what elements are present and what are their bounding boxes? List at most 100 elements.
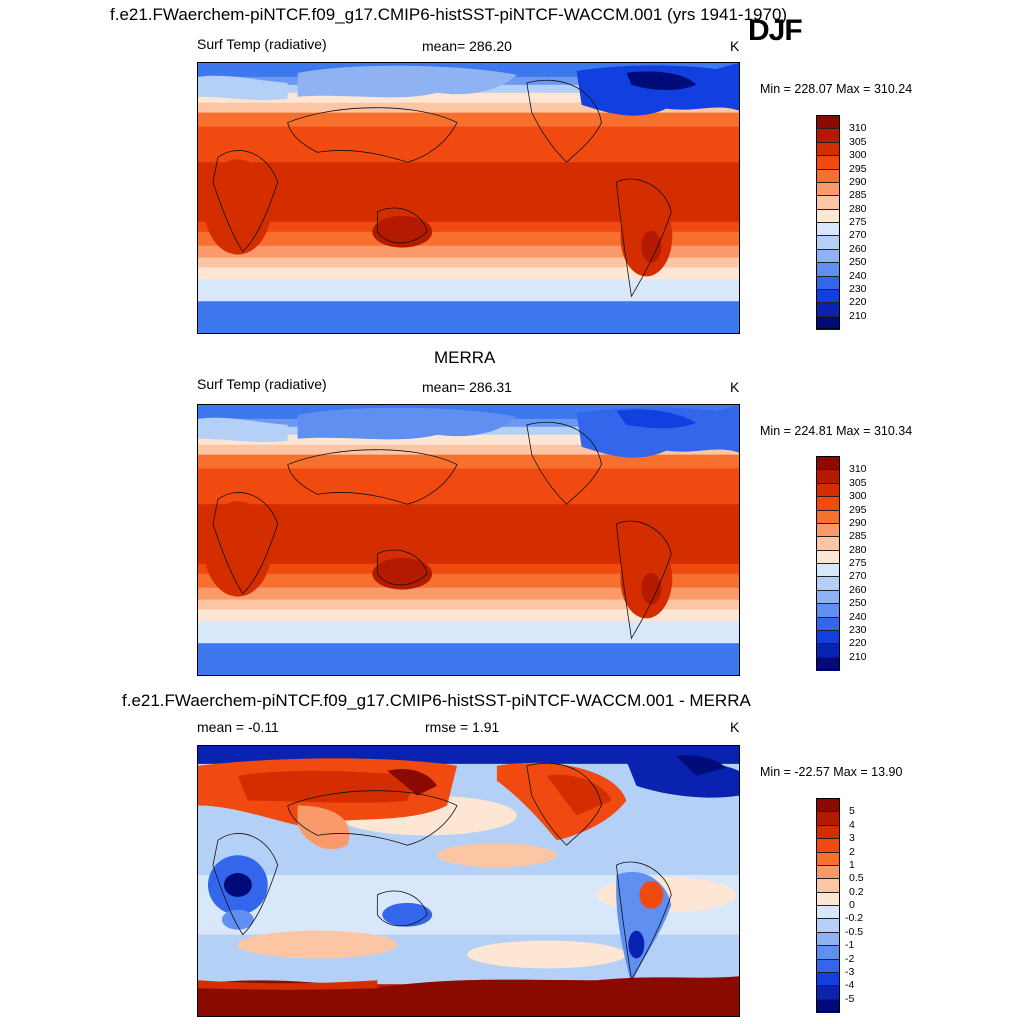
- colorbar-tick-label: 250: [849, 256, 867, 269]
- colorbar-swatch: [816, 931, 840, 947]
- panel1-minmax: Min = 228.07 Max = 310.24: [760, 82, 913, 96]
- colorbar-tick-label: 260: [849, 583, 867, 596]
- panel3-map-field: [198, 746, 739, 1016]
- colorbar-swatch: [816, 248, 840, 264]
- colorbar-tick-label: 250: [849, 597, 867, 610]
- season-label: DJF: [748, 14, 803, 47]
- colorbar-tick-label: 210: [849, 650, 867, 663]
- colorbar-swatch: [816, 643, 840, 658]
- colorbar-swatch: [816, 522, 840, 538]
- colorbar-swatch: [816, 864, 840, 880]
- colorbar-swatch: [816, 195, 840, 210]
- colorbar-tick-label: 300: [849, 149, 867, 162]
- colorbar-tick-label: 210: [849, 309, 867, 322]
- colorbar-swatch: [816, 945, 840, 960]
- colorbar-swatch: [816, 549, 840, 564]
- colorbar-tick-label: 290: [849, 516, 867, 529]
- colorbar-tick-label: -2: [845, 952, 855, 965]
- colorbar-swatch: [816, 141, 840, 157]
- colorbar-swatch: [816, 509, 840, 524]
- colorbar-tick-label: -5: [845, 992, 855, 1005]
- colorbar-tick-label: 280: [849, 202, 867, 215]
- colorbar-tick-label: 305: [849, 135, 867, 148]
- colorbar-swatch: [816, 891, 840, 906]
- colorbar-swatch: [816, 456, 840, 471]
- colorbar-tick-label: 0.2: [849, 885, 864, 898]
- colorbar-tick-label: 285: [849, 189, 867, 202]
- colorbar-swatch: [816, 958, 840, 973]
- colorbar-tick-label: 0: [849, 899, 855, 911]
- colorbar-tick-label: -3: [845, 965, 855, 978]
- colorbar-tick-label: 285: [849, 530, 867, 543]
- panel3-minmax: Min = -22.57 Max = 13.90: [760, 765, 903, 779]
- colorbar-tick-label: 230: [849, 282, 867, 295]
- colorbar-swatch: [816, 208, 840, 223]
- colorbar-swatch: [816, 905, 840, 920]
- colorbar-tick-label: -0.2: [845, 912, 864, 925]
- colorbar-tick-label: 5: [849, 805, 855, 818]
- colorbar-swatch: [816, 181, 840, 197]
- colorbar-swatch: [816, 315, 840, 330]
- colorbar-swatch: [816, 589, 840, 605]
- colorbar-tick-label: 220: [849, 296, 867, 309]
- panel2-colorbar: [816, 456, 840, 671]
- colorbar-swatch: [816, 168, 840, 183]
- colorbar-swatch: [816, 824, 840, 840]
- colorbar-swatch: [816, 998, 840, 1013]
- colorbar-tick-label: -0.5: [845, 925, 864, 938]
- colorbar-swatch: [816, 851, 840, 866]
- panel1-map-field: [198, 63, 739, 333]
- colorbar-tick-label: 275: [849, 557, 867, 569]
- panel1-title: f.e21.FWaerchem-piNTCF.f09_g17.CMIP6-his…: [110, 5, 788, 24]
- panel2-map-field: [198, 405, 739, 675]
- colorbar-tick-label: -1: [845, 939, 855, 952]
- colorbar-swatch: [816, 985, 840, 1000]
- colorbar-tick-label: 260: [849, 242, 867, 255]
- panel1-variable: Surf Temp (radiative): [197, 36, 327, 52]
- panel1-units: K: [730, 38, 740, 54]
- colorbar-swatch: [816, 222, 840, 237]
- colorbar-swatch: [816, 482, 840, 498]
- colorbar-tick-label: 240: [849, 610, 867, 623]
- panel1-mean: mean= 286.20: [422, 38, 512, 54]
- colorbar-swatch: [816, 536, 840, 551]
- colorbar-tick-label: 310: [849, 122, 867, 135]
- colorbar-swatch: [816, 576, 840, 591]
- colorbar-tick-label: 2: [849, 845, 855, 858]
- colorbar-swatch: [816, 971, 840, 987]
- panel2-units: K: [730, 379, 740, 395]
- colorbar-swatch: [816, 115, 840, 130]
- colorbar-swatch: [816, 302, 840, 317]
- panel3-units: K: [730, 719, 740, 735]
- colorbar-tick-label: 275: [849, 216, 867, 228]
- panel1-colorbar: [816, 115, 840, 330]
- colorbar-tick-label: 290: [849, 175, 867, 188]
- panel2-mean: mean= 286.31: [422, 379, 512, 395]
- panel3-mean: mean = -0.11: [197, 719, 279, 735]
- colorbar-swatch: [816, 563, 840, 578]
- colorbar-swatch: [816, 918, 840, 933]
- panel3-rmse: rmse = 1.91: [425, 719, 500, 735]
- panel2-variable: Surf Temp (radiative): [197, 376, 327, 392]
- colorbar-swatch: [816, 656, 840, 671]
- colorbar-tick-label: 4: [849, 818, 855, 831]
- colorbar-tick-label: 1: [849, 858, 855, 871]
- colorbar-tick-label: 0.5: [849, 872, 864, 885]
- colorbar-tick-label: 295: [849, 503, 867, 516]
- colorbar-tick-label: 3: [849, 832, 855, 845]
- colorbar-tick-label: 280: [849, 543, 867, 556]
- colorbar-swatch: [816, 275, 840, 290]
- colorbar-tick-label: 305: [849, 476, 867, 489]
- panel2-minmax: Min = 224.81 Max = 310.34: [760, 424, 913, 438]
- colorbar-tick-label: 270: [849, 229, 867, 242]
- colorbar-tick-label: 270: [849, 570, 867, 583]
- colorbar-swatch: [816, 496, 840, 511]
- colorbar-swatch: [816, 603, 840, 618]
- colorbar-tick-label: 220: [849, 637, 867, 650]
- colorbar-tick-label: 300: [849, 490, 867, 503]
- colorbar-swatch: [816, 629, 840, 645]
- colorbar-tick-label: -4: [845, 979, 855, 992]
- colorbar-swatch: [816, 288, 840, 304]
- colorbar-swatch: [816, 128, 840, 143]
- colorbar-swatch: [816, 811, 840, 826]
